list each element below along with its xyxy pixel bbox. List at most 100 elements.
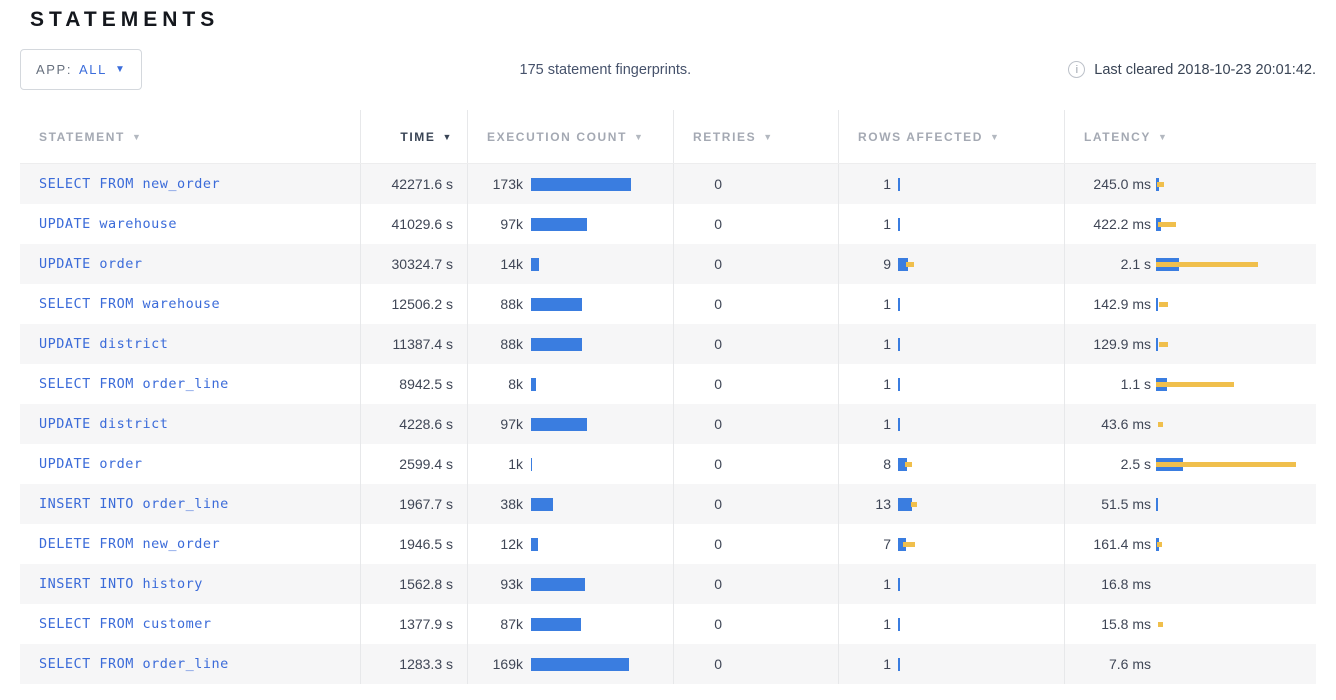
latency-value: 142.9 ms	[1093, 296, 1151, 312]
latency-value: 15.8 ms	[1101, 616, 1151, 632]
execution-count-bar	[531, 377, 673, 391]
statement-link[interactable]: SELECT FROM order_line	[39, 376, 229, 392]
statement-count-summary: 175 statement fingerprints.	[519, 61, 692, 78]
execution-count-bar	[531, 337, 673, 351]
rows-affected-value: 13	[875, 496, 891, 512]
rows-affected-bar	[898, 297, 1064, 311]
app-filter-dropdown[interactable]: APP: ALL ▼	[20, 49, 143, 90]
execution-count-value: 93k	[500, 576, 523, 592]
time-value: 8942.5 s	[399, 376, 453, 392]
rows-affected-bar	[898, 417, 1064, 431]
latency-value: 51.5 ms	[1101, 496, 1151, 512]
statement-link[interactable]: INSERT INTO history	[39, 576, 203, 592]
statement-link[interactable]: SELECT FROM new_order	[39, 176, 221, 192]
statement-link[interactable]: INSERT INTO order_line	[39, 496, 229, 512]
info-icon[interactable]: i	[1068, 61, 1086, 78]
column-header-retries[interactable]: RETRIES ▼	[673, 110, 838, 163]
time-value: 2599.4 s	[399, 456, 453, 472]
table-body: SELECT FROM new_order 42271.6 s 173k 0 1…	[20, 164, 1316, 684]
latency-bar	[1156, 497, 1320, 511]
retries-value: 0	[714, 216, 722, 232]
execution-count-value: 1k	[508, 456, 523, 472]
latency-stddev-bar	[1158, 621, 1163, 627]
execution-count-value: 97k	[500, 216, 523, 232]
sort-arrow-icon: ▼	[990, 131, 1001, 142]
execution-count-bar	[531, 297, 673, 311]
column-header-time[interactable]: TIME ▼	[360, 110, 467, 163]
execution-count-bar	[531, 257, 673, 271]
retries-value: 0	[714, 656, 722, 672]
rows-affected-value: 8	[883, 456, 891, 472]
rows-affected-bar	[898, 497, 1064, 511]
latency-bar	[1156, 578, 1320, 591]
rows-affected-bar	[898, 537, 1064, 551]
execution-count-value: 14k	[500, 256, 523, 272]
statement-link[interactable]: UPDATE order	[39, 456, 143, 472]
latency-stddev-bar	[1158, 221, 1176, 227]
retries-value: 0	[714, 256, 722, 272]
rows-affected-value: 1	[883, 416, 891, 432]
latency-stddev-bar	[1157, 181, 1164, 187]
column-header-statement[interactable]: STATEMENT ▼	[39, 129, 143, 144]
execution-count-value: 173k	[492, 176, 523, 192]
statement-link[interactable]: SELECT FROM customer	[39, 616, 212, 632]
rows-affected-bar	[898, 377, 1064, 391]
rows-affected-bar	[898, 217, 1064, 231]
retries-value: 0	[714, 456, 722, 472]
latency-bar	[1156, 217, 1320, 231]
statement-link[interactable]: UPDATE district	[39, 336, 169, 352]
statement-link[interactable]: UPDATE warehouse	[39, 216, 178, 232]
time-value: 11387.4 s	[392, 336, 453, 352]
latency-bar	[1156, 658, 1320, 671]
execution-count-bar	[531, 457, 673, 471]
latency-value: 2.5 s	[1120, 456, 1151, 472]
execution-count-bar	[531, 577, 673, 591]
column-header-latency[interactable]: LATENCY ▼	[1064, 110, 1320, 163]
retries-value: 0	[714, 616, 722, 632]
statement-link[interactable]: UPDATE district	[39, 416, 169, 432]
sort-arrow-icon: ▼	[1157, 131, 1169, 142]
latency-stddev-bar	[1157, 541, 1162, 547]
table-row: SELECT FROM warehouse 12506.2 s 88k 0 1 …	[20, 284, 1316, 324]
latency-stddev-bar	[1156, 261, 1258, 267]
column-header-rows-affected[interactable]: ROWS AFFECTED ▼	[838, 110, 1064, 163]
retries-value: 0	[714, 536, 722, 552]
latency-stddev-bar	[1159, 341, 1168, 347]
table-row: INSERT INTO history 1562.8 s 93k 0 1 16.…	[20, 564, 1316, 604]
rows-affected-value: 1	[883, 616, 891, 632]
statements-table: STATEMENT ▼ TIME ▼ EXECUTION COUNT ▼ RET…	[20, 110, 1316, 684]
latency-value: 2.1 s	[1120, 256, 1151, 272]
execution-count-bar	[531, 617, 673, 631]
rows-affected-value: 1	[883, 336, 891, 352]
rows-affected-value: 9	[883, 256, 891, 272]
statement-link[interactable]: SELECT FROM order_line	[39, 656, 229, 672]
rows-affected-bar	[898, 577, 1064, 591]
rows-affected-bar	[898, 457, 1064, 471]
latency-bar	[1156, 618, 1320, 631]
toolbar: APP: ALL ▼ 175 statement fingerprints. i…	[20, 49, 1316, 90]
column-header-execution-count[interactable]: EXECUTION COUNT ▼	[467, 110, 673, 163]
time-value: 1946.5 s	[399, 536, 453, 552]
last-cleared-text: Last cleared 2018-10-23 20:01:42.	[1094, 61, 1316, 78]
time-value: 42271.6 s	[391, 176, 454, 192]
rows-affected-value: 1	[883, 376, 891, 392]
statement-link[interactable]: DELETE FROM new_order	[39, 536, 221, 552]
execution-count-value: 88k	[500, 296, 523, 312]
statement-link[interactable]: SELECT FROM warehouse	[39, 296, 221, 312]
latency-stddev-bar	[1156, 461, 1296, 467]
execution-count-bar	[531, 217, 673, 231]
rows-affected-bar	[898, 177, 1064, 191]
latency-bar	[1156, 537, 1320, 551]
time-value: 1377.9 s	[399, 616, 453, 632]
statement-link[interactable]: UPDATE order	[39, 256, 143, 272]
rows-affected-bar	[898, 257, 1064, 271]
execution-count-value: 12k	[500, 536, 523, 552]
app-filter-label: APP:	[36, 62, 73, 77]
rows-affected-bar	[898, 617, 1064, 631]
latency-bar	[1156, 177, 1320, 191]
time-value: 1967.7 s	[399, 496, 453, 512]
latency-value: 16.8 ms	[1101, 576, 1151, 592]
rows-affected-bar	[898, 337, 1064, 351]
rows-affected-value: 1	[883, 296, 891, 312]
execution-count-bar	[531, 497, 673, 511]
